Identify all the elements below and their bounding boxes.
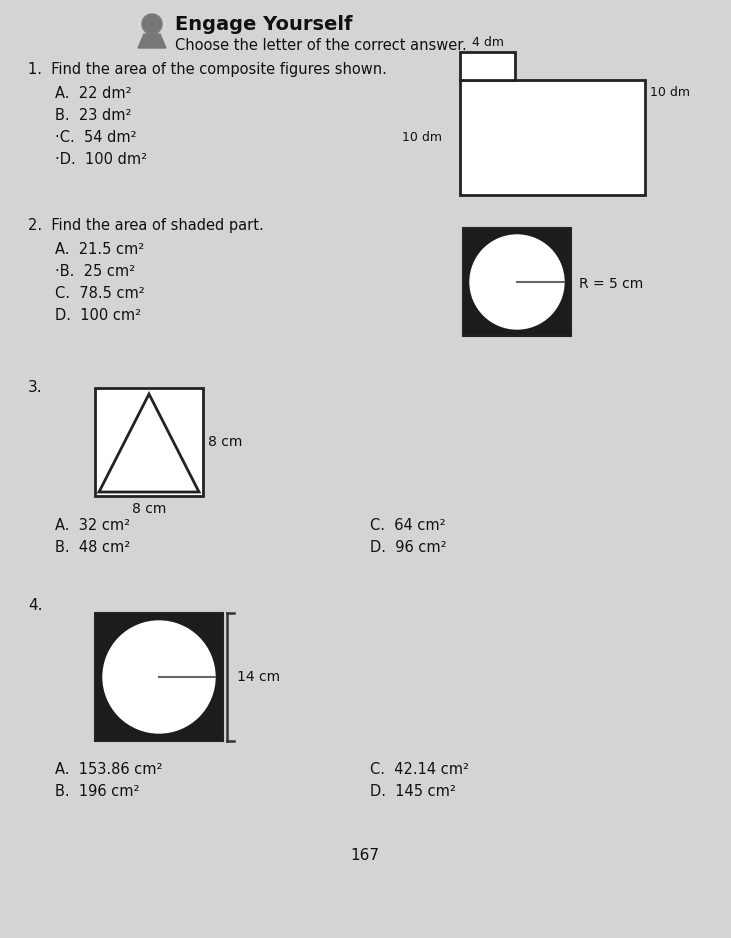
Text: 8 cm: 8 cm (208, 435, 243, 449)
Text: 4 dm: 4 dm (471, 36, 504, 49)
Text: 10 dm: 10 dm (402, 131, 442, 144)
Text: D.  100 cm²: D. 100 cm² (55, 308, 141, 323)
Text: C.  78.5 cm²: C. 78.5 cm² (55, 286, 145, 301)
Bar (95, 613, 223, 741)
Text: B.  48 cm²: B. 48 cm² (55, 540, 130, 555)
Text: A.  21.5 cm²: A. 21.5 cm² (55, 242, 144, 257)
Text: Choose the letter of the correct answer.: Choose the letter of the correct answer. (175, 38, 467, 53)
Polygon shape (99, 394, 199, 492)
Text: Engage Yourself: Engage Yourself (175, 15, 352, 34)
Bar (460, 80, 645, 195)
Text: ·C.  54 dm²: ·C. 54 dm² (55, 130, 137, 145)
Text: A.  22 dm²: A. 22 dm² (55, 86, 132, 101)
Text: B.  23 dm²: B. 23 dm² (55, 108, 132, 123)
Text: C.  42.14 cm²: C. 42.14 cm² (370, 762, 469, 777)
Text: A.  32 cm²: A. 32 cm² (55, 518, 130, 533)
Bar (463, 228, 571, 336)
Text: D.  145 cm²: D. 145 cm² (370, 784, 456, 799)
Text: A.  153.86 cm²: A. 153.86 cm² (55, 762, 162, 777)
Text: 3.: 3. (28, 380, 42, 395)
Circle shape (470, 235, 564, 329)
Text: 167: 167 (350, 848, 379, 863)
Text: R = 5 cm: R = 5 cm (579, 277, 643, 291)
Circle shape (103, 621, 215, 733)
Circle shape (142, 14, 162, 34)
Text: 10 dm: 10 dm (650, 86, 690, 99)
Text: ·B.  25 cm²: ·B. 25 cm² (55, 264, 135, 279)
Text: ·D.  100 dm²: ·D. 100 dm² (55, 152, 147, 167)
Text: 1.  Find the area of the composite figures shown.: 1. Find the area of the composite figure… (28, 62, 387, 77)
Text: 2.  Find the area of shaded part.: 2. Find the area of shaded part. (28, 218, 264, 233)
Text: B.  196 cm²: B. 196 cm² (55, 784, 140, 799)
Text: D.  96 cm²: D. 96 cm² (370, 540, 447, 555)
Polygon shape (138, 34, 166, 48)
Bar (95, 388, 203, 496)
Text: 8 cm: 8 cm (132, 502, 166, 516)
Text: 14 cm: 14 cm (237, 670, 280, 684)
Text: C.  64 cm²: C. 64 cm² (370, 518, 446, 533)
Bar (460, 52, 515, 80)
Text: 4.: 4. (28, 598, 42, 613)
